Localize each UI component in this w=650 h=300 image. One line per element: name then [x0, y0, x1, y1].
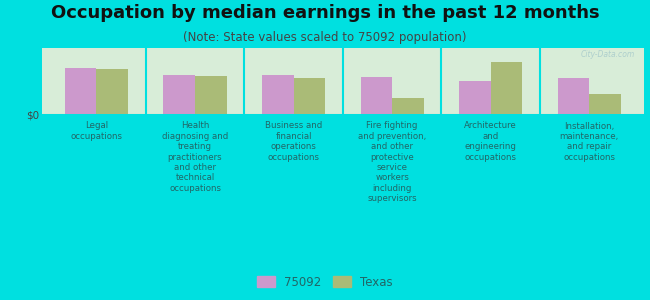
- Text: Installation,
maintenance,
and repair
occupations: Installation, maintenance, and repair oc…: [560, 122, 619, 162]
- Bar: [195, 76, 227, 114]
- Text: Legal
occupations: Legal occupations: [70, 122, 122, 141]
- Bar: [294, 78, 325, 114]
- Bar: [558, 78, 590, 114]
- Bar: [392, 98, 424, 114]
- Text: Architecture
and
engineering
occupations: Architecture and engineering occupations: [464, 122, 517, 162]
- Text: Occupation by median earnings in the past 12 months: Occupation by median earnings in the pas…: [51, 4, 599, 22]
- Bar: [65, 68, 96, 114]
- Text: (Note: State values scaled to 75092 population): (Note: State values scaled to 75092 popu…: [183, 32, 467, 44]
- Bar: [361, 77, 392, 114]
- Legend: 75092, Texas: 75092, Texas: [255, 273, 395, 291]
- Text: City-Data.com: City-Data.com: [580, 50, 634, 59]
- Bar: [590, 94, 621, 114]
- Bar: [164, 75, 195, 114]
- Bar: [491, 62, 522, 114]
- Bar: [96, 69, 128, 114]
- Bar: [262, 75, 294, 114]
- Text: Business and
financial
operations
occupations: Business and financial operations occupa…: [265, 122, 322, 162]
- Text: Fire fighting
and prevention,
and other
protective
service
workers
including
sup: Fire fighting and prevention, and other …: [358, 122, 426, 203]
- Text: Health
diagnosing and
treating
practitioners
and other
technical
occupations: Health diagnosing and treating practitio…: [162, 122, 228, 193]
- Bar: [459, 81, 491, 114]
